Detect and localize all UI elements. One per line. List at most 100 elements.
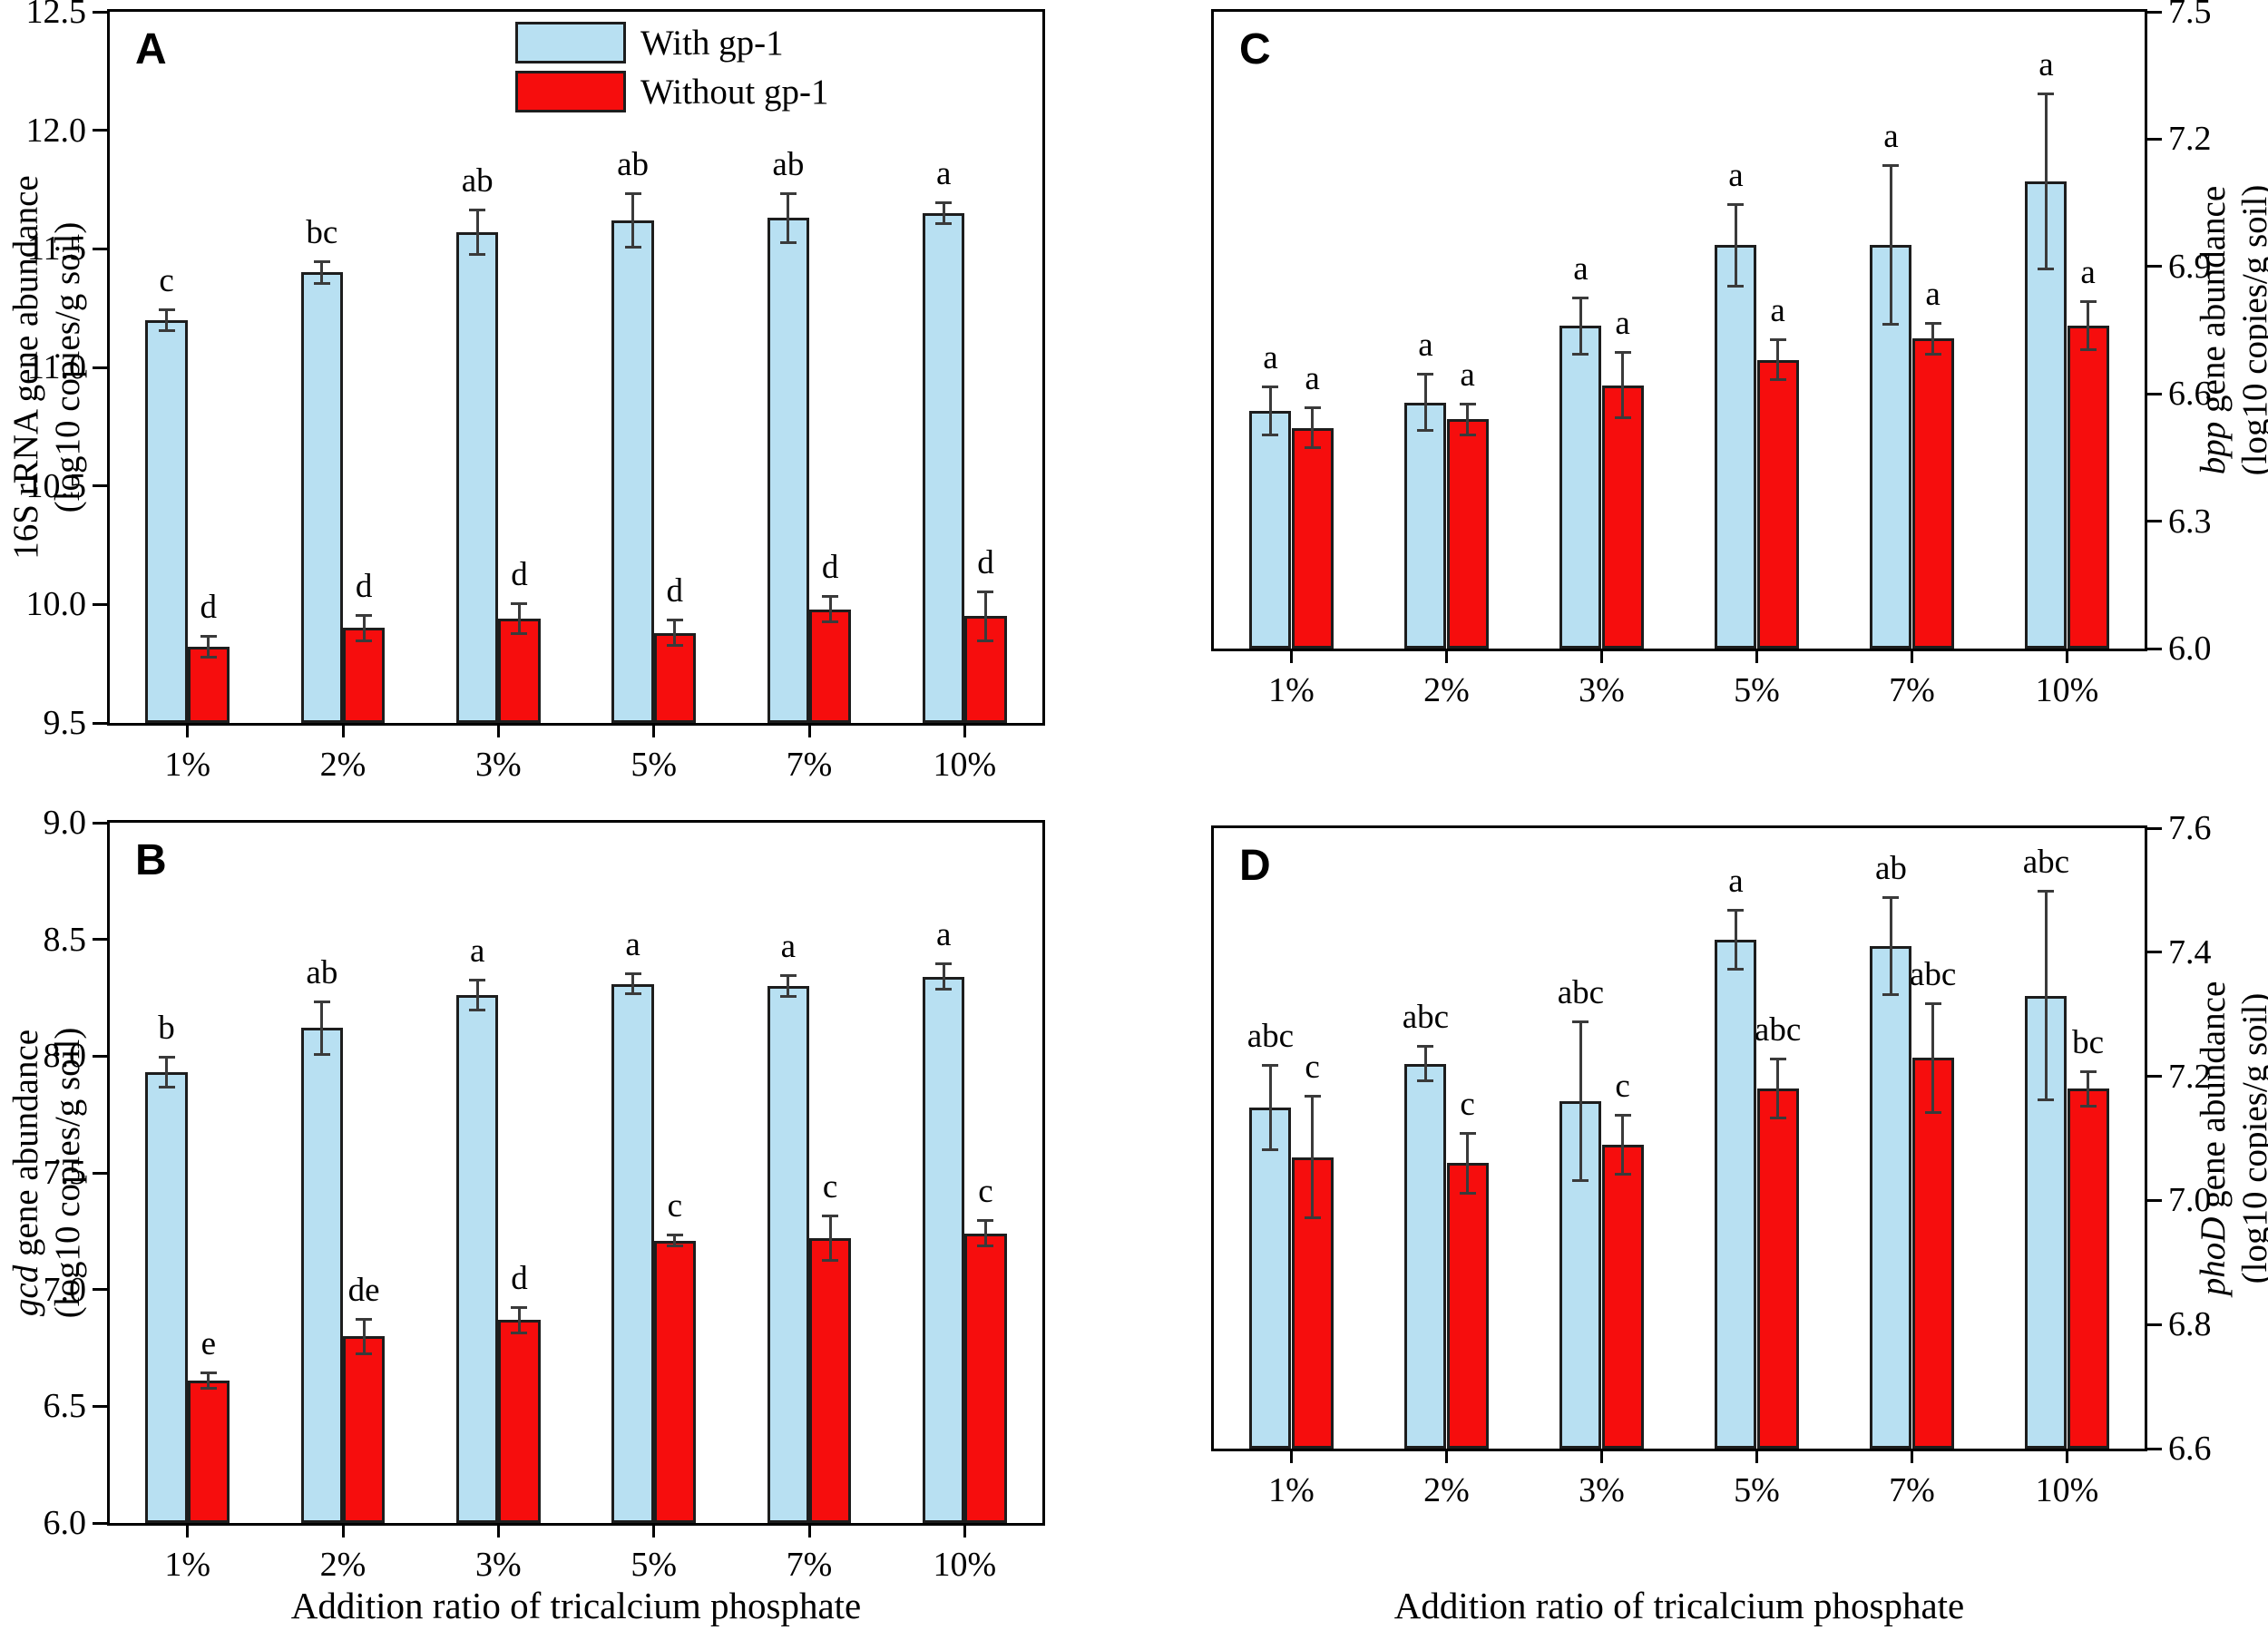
panel-b-letter: B (135, 836, 167, 884)
y-tick (93, 1171, 107, 1175)
x-tick-label: 10% (933, 1546, 997, 1584)
sig-letter-without-gp1-10%: d (977, 543, 994, 581)
sig-letter-without-gp1-1%: a (1305, 360, 1320, 398)
bar-without-gp1-7% (809, 609, 852, 723)
x-tick-label: 5% (1734, 671, 1780, 709)
x-tick-label: 1% (164, 746, 210, 784)
bar-with-gp1-2% (1404, 1063, 1447, 1449)
y-axis-gene-name: gcd (6, 1264, 45, 1317)
y-tick-label: 6.3 (2168, 502, 2212, 541)
panel-d-plot: D 6.6 6.8 7.0 7.2 7.4 7.6 1% abc c 2% abc c 3% abc c 5%… (1211, 809, 2212, 1509)
panel-d-x-axis-title: Addition ratio of tricalcium phosphate (1393, 1585, 1965, 1626)
error-bar-without-gp1-10% (2079, 1069, 2097, 1108)
x-tick-label: 3% (474, 746, 522, 784)
x-tick-label: 10% (2035, 1471, 2099, 1509)
panel-a-letter: A (135, 25, 167, 73)
panel-a-plot: A 9.5 10.0 10.5 11.0 11.5 12.0 12.5 1% c d 2% bc d 3%… (26, 0, 1045, 784)
y-tick (2147, 520, 2162, 523)
y-tick (93, 1288, 107, 1292)
bar-without-gp1-2% (1446, 419, 1489, 649)
error-bar-without-gp1-10% (977, 590, 994, 643)
error-bar-without-gp1-1% (200, 635, 217, 659)
sig-letter-with-gp1-10%: abc (2022, 844, 2070, 882)
sig-letter-with-gp1-10%: a (2038, 45, 2054, 83)
x-tick-label: 3% (474, 1546, 522, 1584)
sig-letter-with-gp1-3%: a (469, 932, 485, 971)
error-bar-with-gp1-1% (158, 308, 175, 332)
x-tick-label: 1% (1268, 1471, 1315, 1509)
error-bar-with-gp1-2% (1417, 372, 1434, 433)
y-tick (93, 1404, 107, 1408)
y-tick-label: 7.0 (2168, 1181, 2212, 1220)
sig-letter-with-gp1-7%: ab (1874, 850, 1907, 888)
y-tick-label: 9.5 (43, 704, 87, 742)
x-tick (1600, 649, 1603, 663)
error-bar-with-gp1-1% (1262, 385, 1279, 436)
sig-letter-without-gp1-7%: abc (1909, 955, 1957, 993)
bar-with-gp1-2% (300, 1028, 343, 1523)
error-bar-without-gp1-3% (511, 1305, 528, 1334)
y-tick-label: 9.0 (43, 804, 87, 842)
sig-letter-without-gp1-5%: c (667, 1186, 682, 1225)
bar-without-gp1-7% (1911, 1058, 1954, 1449)
bar-with-gp1-5% (611, 220, 654, 723)
x-tick-label: 10% (2035, 671, 2099, 709)
y-axis-gene-name: bpp (2194, 421, 2233, 475)
bar-with-gp1-1% (1249, 410, 1292, 649)
bar-without-gp1-1% (187, 647, 230, 723)
error-bar-without-gp1-5% (666, 619, 683, 648)
error-bar-without-gp1-3% (1614, 1113, 1631, 1176)
bar-with-gp1-2% (1404, 402, 1447, 649)
sig-letter-without-gp1-5%: a (1770, 292, 1785, 330)
bar-without-gp1-5% (1756, 359, 1799, 649)
y-tick (93, 129, 107, 132)
y-tick-label: 6.5 (43, 1387, 87, 1426)
y-tick-label: 8.0 (43, 1037, 87, 1076)
y-axis-units: (log10 copies/g soil) (48, 1027, 87, 1319)
y-tick (2147, 265, 2162, 268)
error-bar-without-gp1-3% (511, 601, 528, 636)
error-bar-without-gp1-7% (822, 594, 839, 624)
sig-letter-with-gp1-7%: ab (772, 145, 805, 183)
y-tick (2147, 1447, 2162, 1450)
y-tick (2147, 1323, 2162, 1326)
sig-letter-without-gp1-2%: c (1460, 1086, 1475, 1124)
sig-letter-without-gp1-1%: d (200, 589, 218, 627)
sig-letter-without-gp1-2%: a (1460, 356, 1475, 394)
error-bar-with-gp1-1% (158, 1056, 175, 1089)
error-bar-without-gp1-2% (1459, 1132, 1476, 1195)
bar-without-gp1-1% (1291, 427, 1334, 649)
sig-letter-without-gp1-7%: d (821, 548, 839, 586)
x-tick (963, 1523, 966, 1538)
bar-without-gp1-10% (964, 1233, 1007, 1523)
legend-swatch-with-gp1 (515, 22, 626, 63)
y-tick-label: 7.4 (2168, 932, 2212, 971)
x-tick-label: 1% (164, 1546, 210, 1584)
panel-c: C 6.0 6.3 6.6 6.9 7.2 7.5 1% a a 2% a a 3% a a 5% a a 7% a a… (1134, 0, 2268, 820)
y-tick-label: 12.0 (25, 111, 87, 150)
bar-with-gp1-1% (1249, 1107, 1292, 1449)
sig-letter-with-gp1-1%: a (1263, 338, 1278, 376)
bar-with-gp1-10% (923, 213, 965, 723)
y-tick-label: 7.5 (43, 1154, 87, 1192)
bar-with-gp1-3% (1559, 326, 1602, 649)
error-bar-with-gp1-3% (1572, 296, 1589, 356)
x-tick (1445, 1449, 1448, 1463)
panel-d-letter: D (1239, 842, 1271, 890)
sig-letter-with-gp1-3%: abc (1557, 974, 1605, 1012)
sig-letter-with-gp1-3%: ab (461, 161, 494, 200)
sig-letter-with-gp1-5%: a (625, 925, 640, 963)
error-bar-with-gp1-2% (313, 260, 330, 285)
y-tick-label: 7.5 (2168, 0, 2212, 31)
x-tick (186, 1523, 190, 1538)
error-bar-without-gp1-1% (200, 1371, 217, 1391)
y-tick (2147, 137, 2162, 141)
sig-letter-without-gp1-5%: abc (1754, 1011, 1802, 1049)
error-bar-with-gp1-3% (1572, 1020, 1589, 1182)
sig-letter-without-gp1-2%: de (347, 1271, 380, 1309)
bar-without-gp1-3% (498, 1320, 541, 1523)
y-tick (93, 721, 107, 725)
y-tick (2147, 10, 2162, 14)
x-tick-label: 5% (631, 1546, 677, 1584)
